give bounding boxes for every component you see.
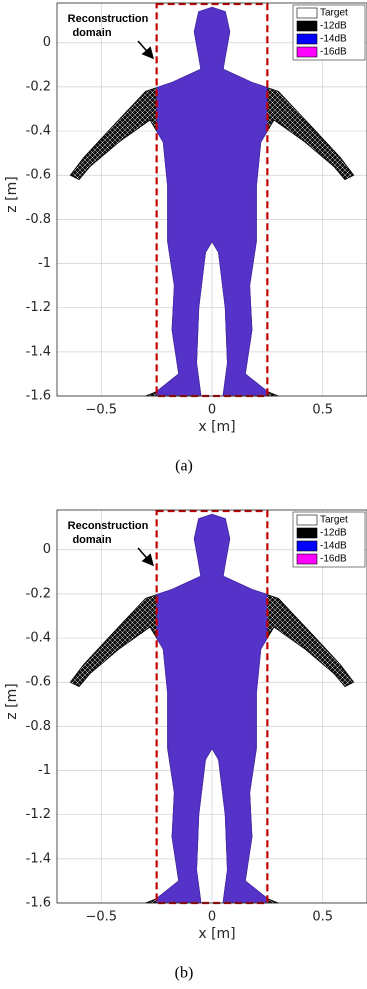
- reconstruction: [156, 513, 268, 903]
- y-tick-label: -0.2: [26, 79, 51, 94]
- y-tick-label: -1.2: [26, 300, 51, 315]
- y-tick-label: -1.2: [26, 807, 51, 822]
- y-axis-label: z [m]: [4, 683, 20, 719]
- legend-swatch: [296, 553, 318, 565]
- y-tick-label: -1.4: [26, 344, 51, 359]
- y-tick-label: -1.6: [26, 389, 51, 404]
- legend-label: Target: [320, 8, 348, 19]
- legend-swatch: [296, 527, 318, 539]
- legend-swatch: [296, 7, 318, 19]
- domain-box: [155, 2, 269, 398]
- legend-swatch: [296, 33, 318, 45]
- x-tick-label: 0.5: [312, 403, 333, 418]
- x-tick-label: −0.5: [85, 403, 117, 418]
- annotation: domain: [72, 534, 111, 546]
- y-tick-label: 0: [43, 35, 51, 50]
- x-tick-label: −0.5: [85, 910, 117, 925]
- legend-swatch: [296, 540, 318, 552]
- axes-frame: [56, 509, 367, 904]
- legend-label: Target: [320, 515, 348, 526]
- x-tick-label: 0: [208, 403, 216, 418]
- legend-swatch: [296, 46, 318, 58]
- y-tick-label: -1.4: [26, 851, 51, 866]
- y-tick-label: -0.2: [26, 586, 51, 601]
- legend-label: -14dB: [320, 34, 347, 45]
- y-tick-label: -0.8: [26, 212, 51, 227]
- y-tick-label: -0.8: [26, 719, 51, 734]
- axes-frame: [56, 2, 367, 397]
- y-tick-label: -0.4: [26, 631, 51, 646]
- annotation-arrow: [137, 40, 154, 60]
- y-tick-label: -0.4: [26, 124, 51, 139]
- caption: (b): [175, 965, 194, 982]
- legend-label: -16dB: [320, 47, 347, 58]
- y-tick-label: -0.6: [26, 675, 51, 690]
- x-tick-label: 0: [208, 910, 216, 925]
- y-tick-label: -1: [38, 256, 51, 271]
- y-tick-label: -0.6: [26, 168, 51, 183]
- legend-label: -12dB: [320, 528, 347, 539]
- legend-swatch: [296, 20, 318, 32]
- legend-label: -16dB: [320, 554, 347, 565]
- legend-label: -12dB: [320, 21, 347, 32]
- x-tick-label: 0.5: [312, 910, 333, 925]
- x-axis-label: x [m]: [198, 926, 235, 942]
- annotation: domain: [72, 27, 111, 39]
- caption: (a): [175, 458, 193, 475]
- y-tick-label: 0: [43, 542, 51, 557]
- reconstruction: [156, 6, 268, 396]
- annotation-arrow: [137, 547, 154, 567]
- y-axis-label: z [m]: [4, 176, 20, 212]
- annotation: Reconstruction: [68, 520, 149, 532]
- annotation: Reconstruction: [68, 13, 149, 25]
- legend-swatch: [296, 514, 318, 526]
- legend-label: -14dB: [320, 541, 347, 552]
- y-tick-label: -1: [38, 763, 51, 778]
- domain-box: [155, 509, 269, 905]
- y-tick-label: -1.6: [26, 896, 51, 911]
- x-axis-label: x [m]: [198, 419, 235, 435]
